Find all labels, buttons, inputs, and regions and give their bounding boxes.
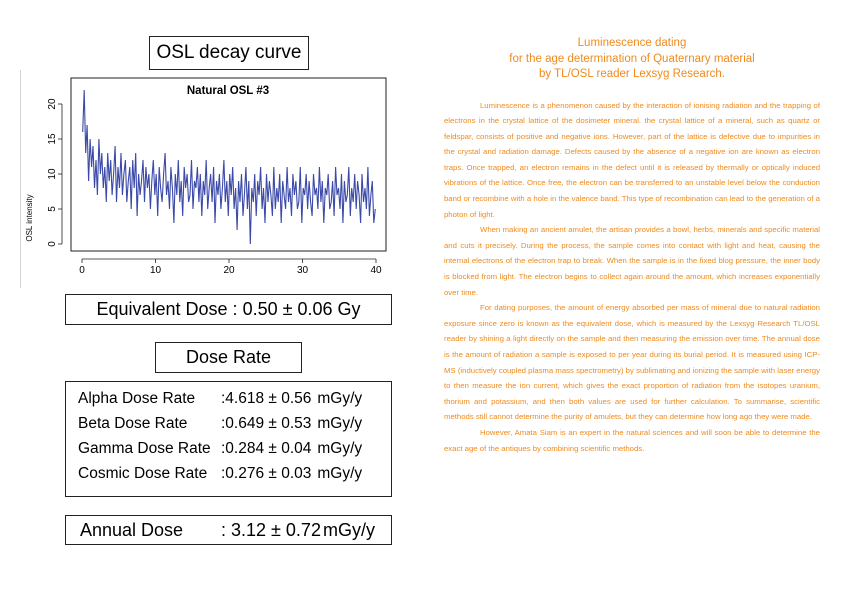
dose-rate-label: Cosmic Dose Rate [78,465,208,482]
article-paragraph: However, Amata Siam is an expert in the … [444,427,820,453]
article: Luminescence dating for the age determin… [444,36,820,456]
annual-dose-value: : 3.12 ± 0.72 [221,520,321,540]
x-tick-label: 0 [79,265,85,276]
article-heading-line: for the age determination of Quaternary … [509,52,755,65]
osl-decay-chart: Natural OSL #3 OSL intensity 0 10 20 30 40 0 5… [20,70,387,288]
x-tick-label: 30 [297,265,309,276]
dose-rate-unit: mGy/y [317,390,363,407]
equivalent-dose-label: Equivalent Dose : [96,299,238,319]
equivalent-dose-box: Equivalent Dose : 0.50 ± 0.06 Gy [65,294,392,325]
dose-rate-label: Beta Dose Rate [78,415,188,432]
dose-rate-label: Gamma Dose Rate [78,440,211,457]
dose-rate-value: :0.649 ± 0.53 [221,415,312,432]
dose-rate-title-box: Dose Rate [155,342,302,373]
y-tick-label: 0 [47,241,58,247]
dose-rate-row: Alpha Dose Rate :4.618 ± 0.56 mGy/y [78,390,362,408]
x-tick-label: 10 [150,265,162,276]
dose-rate-row: Beta Dose Rate :0.649 ± 0.53 mGy/y [78,415,362,433]
axes: 0 10 20 30 40 0 5 10 15 20 [47,98,382,276]
osl-decay-title: OSL decay curve [156,42,302,63]
osl-decay-title-box: OSL decay curve [149,36,309,70]
plot-area [70,77,387,252]
annual-dose-box: Annual Dose : 3.12 ± 0.72 mGy/y [65,515,392,545]
dose-rate-row: Gamma Dose Rate :0.284 ± 0.04 mGy/y [78,440,362,458]
dose-rate-unit: mGy/y [317,465,363,482]
dose-rate-title: Dose Rate [185,347,272,367]
dose-rate-table: Alpha Dose Rate :4.618 ± 0.56 mGy/y Beta D… [65,381,392,497]
y-tick-label: 20 [47,98,58,110]
equivalent-dose-value: 0.50 ± 0.06 Gy [242,299,361,319]
article-heading: Luminescence dating for the age determin… [444,36,820,83]
x-tick-label: 40 [370,265,382,276]
article-paragraph: Luminescence is a phenomenon caused by t… [444,100,820,219]
osl-series-line [82,89,376,245]
dose-rate-unit: mGy/y [317,415,363,432]
y-axis-label: OSL intensity [25,194,34,241]
dose-rate-value: :0.284 ± 0.04 [221,440,312,457]
plot-title: Natural OSL #3 [187,85,269,97]
x-tick-label: 20 [223,265,235,276]
article-paragraph: When making an ancient amulet, the artis… [444,225,820,297]
y-tick-label: 10 [47,168,58,180]
article-heading-line: Luminescence dating [577,37,687,49]
article-heading-line: by TL/OSL reader Lexsyg Research. [538,68,725,80]
dose-rate-value: :0.276 ± 0.03 [221,465,312,482]
y-tick-label: 5 [47,206,58,212]
annual-dose-unit: mGy/y [323,520,375,540]
y-tick-label: 15 [47,133,58,145]
dose-rate-unit: mGy/y [317,440,363,457]
article-paragraph: For dating purposes, the amount of energ… [444,303,820,422]
dose-rate-label: Alpha Dose Rate [78,390,196,407]
dose-rate-value: :4.618 ± 0.56 [221,390,312,407]
dose-rate-row: Cosmic Dose Rate :0.276 ± 0.03 mGy/y [78,465,362,483]
annual-dose-label: Annual Dose [80,520,184,540]
